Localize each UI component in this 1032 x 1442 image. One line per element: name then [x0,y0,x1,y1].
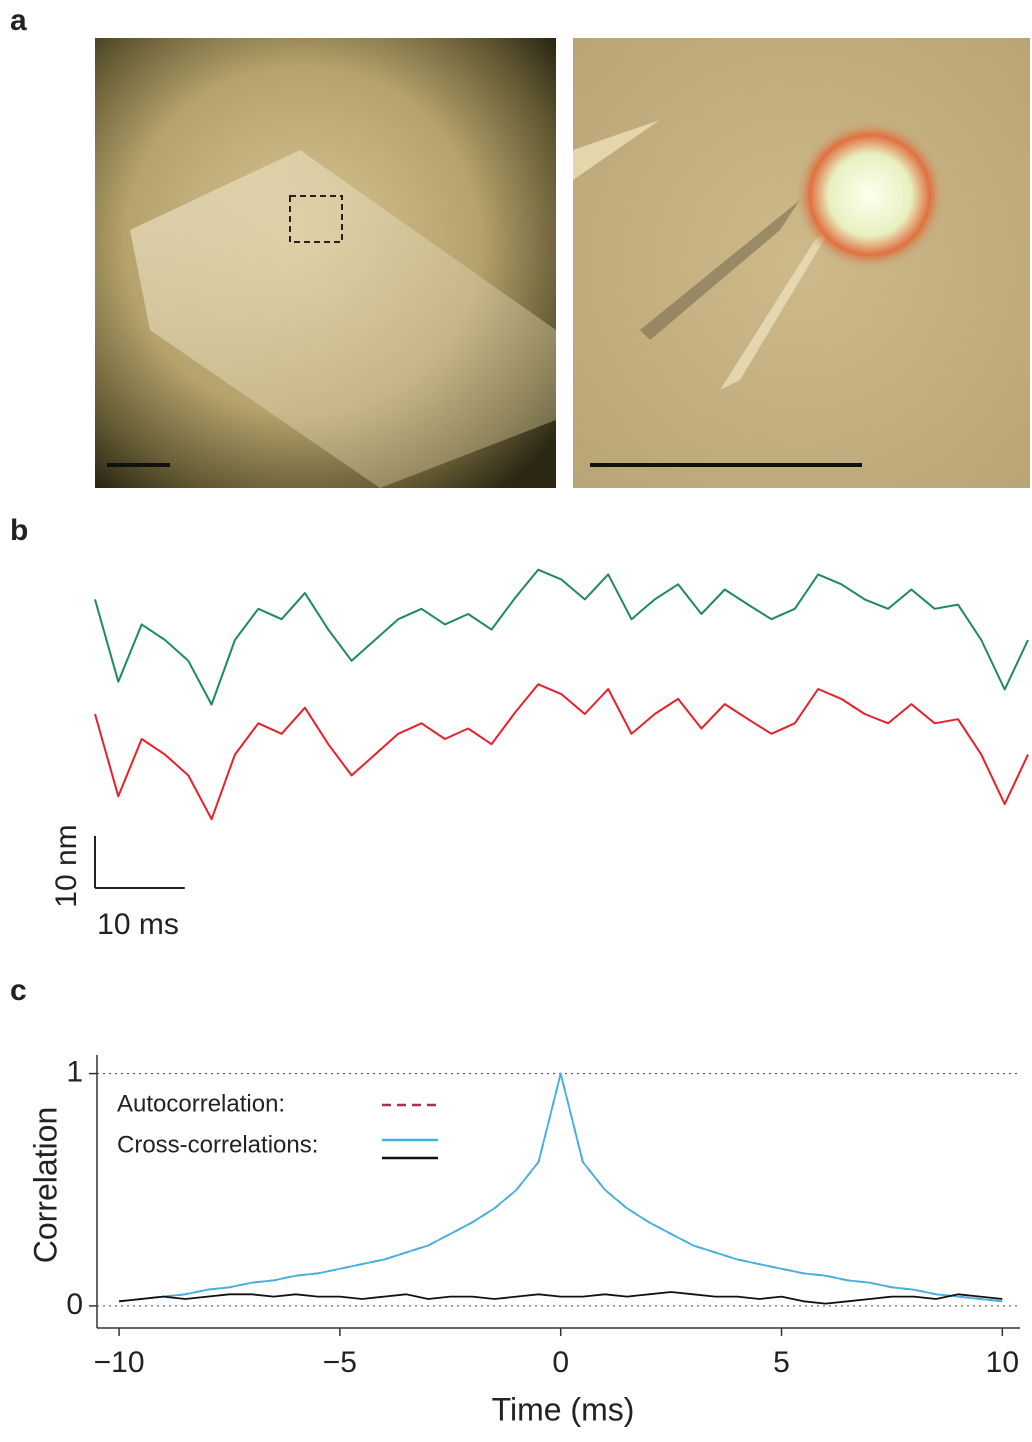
panel-label: a [10,4,27,37]
y-tick-label: 1 [66,1056,83,1089]
panel-label: c [10,974,27,1007]
y-axis-title: Correlation [27,1107,63,1264]
panel-label: b [10,514,28,547]
series-line [94,568,1029,706]
traces-panel: 10 nm 10 ms [50,568,1029,941]
series-line [94,683,1029,821]
micrograph-left [95,38,556,488]
x-tick-label: −5 [323,1346,357,1379]
scale-bar-label: 10 nm [50,824,83,907]
x-tick-label: 0 [552,1346,569,1379]
x-tick-label: 5 [773,1346,790,1379]
series-line [119,1072,1003,1303]
x-axis-title: Time (ms) [492,1391,635,1427]
y-tick-label: 0 [66,1288,83,1321]
correlation-chart: −10 −5 0 5 10 0 1 Time (ms) Correlation Autocorre… [27,1055,1020,1427]
micrograph-right [573,38,1030,488]
scale-bar-label: 10 ms [97,908,179,941]
x-tick-label: 10 [986,1346,1019,1379]
x-tick-label: −10 [94,1346,145,1379]
legend-label: Cross-correlations: [117,1131,318,1158]
series-line [119,1291,1003,1305]
legend-label: Autocorrelation: [117,1090,285,1117]
